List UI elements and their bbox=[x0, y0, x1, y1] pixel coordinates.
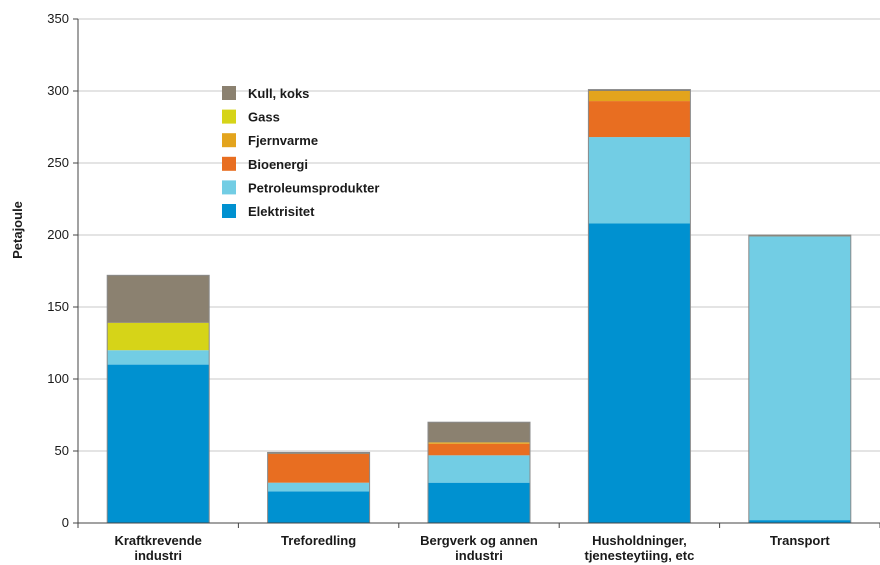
legend-label: Elektrisitet bbox=[248, 204, 315, 219]
y-tick-label: 0 bbox=[62, 515, 69, 530]
legend-label: Bioenergi bbox=[248, 157, 308, 172]
legend-swatch bbox=[222, 109, 236, 124]
legend-label: Kull, koks bbox=[248, 86, 309, 101]
bar-segment bbox=[428, 422, 530, 443]
x-category-label: Bergverk og annen industri bbox=[420, 533, 538, 563]
y-tick-label: 150 bbox=[47, 299, 69, 314]
legend-label: Fjernvarme bbox=[248, 133, 318, 148]
y-tick-label: 100 bbox=[47, 371, 69, 386]
legend-label: Gass bbox=[248, 110, 280, 125]
x-category-label: Treforedling bbox=[281, 533, 356, 548]
legend-swatch bbox=[222, 204, 236, 218]
legend-swatch bbox=[222, 86, 236, 100]
legend-swatch bbox=[222, 133, 236, 148]
bar-segment bbox=[748, 235, 851, 237]
bar-segment bbox=[107, 364, 210, 523]
bar-segment bbox=[107, 350, 210, 365]
axes: 0 50 100 150 200 250 300 350 Kraftkrevende indust… bbox=[47, 11, 880, 563]
legend-label: Petroleumsprodukter bbox=[248, 180, 379, 195]
legend-swatch bbox=[222, 180, 236, 195]
bar-segment bbox=[428, 455, 530, 483]
bar-segment bbox=[588, 101, 691, 138]
bar-segment bbox=[107, 275, 210, 323]
bar-segment bbox=[267, 453, 370, 483]
gridlines bbox=[78, 18, 880, 452]
bar-segment bbox=[588, 91, 691, 102]
bar-segment bbox=[267, 452, 370, 454]
bar-segment bbox=[428, 482, 530, 523]
bar-segment bbox=[588, 89, 691, 91]
bar-segment bbox=[107, 322, 210, 351]
bar-segment bbox=[267, 491, 370, 523]
y-tick-label: 350 bbox=[47, 11, 69, 26]
x-category-label: Kraftkrevende industri bbox=[114, 533, 201, 563]
bar-segment bbox=[588, 223, 691, 524]
bar-segment bbox=[748, 520, 851, 523]
y-tick-label: 250 bbox=[47, 155, 69, 170]
legend: Kull, koks Gass Fjernvarme Bioenergi Petrole… bbox=[222, 86, 379, 219]
x-category-label: Transport bbox=[770, 533, 831, 548]
x-category-label: Husholdninger, tjenesteytiing, etc bbox=[584, 533, 694, 563]
bar-segment bbox=[588, 137, 691, 224]
legend-swatch bbox=[222, 156, 236, 171]
bar-segment bbox=[748, 236, 851, 521]
bar-segment bbox=[267, 482, 370, 492]
bars bbox=[106, 89, 852, 524]
bar-segment bbox=[428, 443, 530, 456]
bar-segment bbox=[428, 442, 530, 444]
y-tick-label: 50 bbox=[55, 443, 69, 458]
y-axis-title: Petajoule bbox=[10, 201, 25, 259]
y-tick-label: 300 bbox=[47, 83, 69, 98]
y-tick-label: 200 bbox=[47, 227, 69, 242]
